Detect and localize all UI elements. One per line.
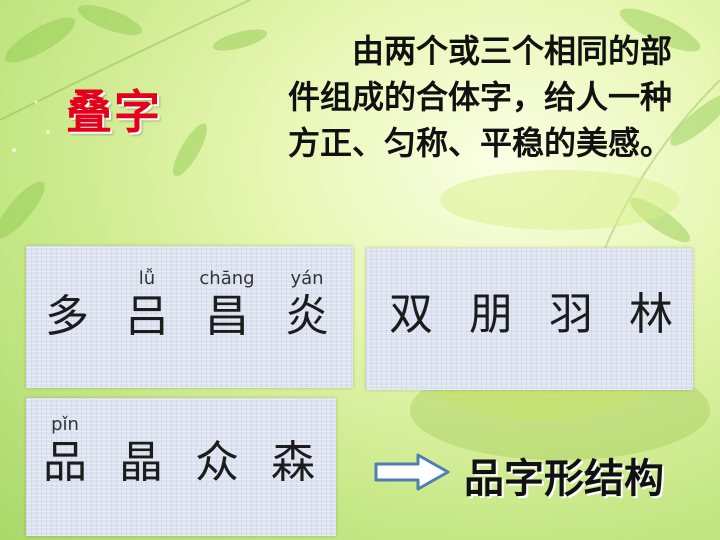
hanzi: 吕 — [125, 291, 169, 342]
hanzi: 众 — [195, 437, 239, 488]
structure-label: 品字形结构 — [464, 456, 664, 502]
hanzi: 品 — [43, 437, 87, 488]
char-cell: chāng 昌 — [192, 268, 262, 344]
hanzi: 昌 — [205, 291, 249, 342]
hanzi: 朋 — [469, 289, 513, 340]
character-panel-a: 多 lǚ 吕 chāng 昌 yán 炎 — [26, 246, 353, 388]
hanzi: 羽 — [549, 289, 593, 340]
character-panel-b: 双 朋 羽 林 — [366, 248, 693, 390]
pinyin — [106, 414, 176, 436]
char-cell: yán 炎 — [272, 268, 342, 344]
pinyin — [32, 268, 102, 290]
right-arrow-icon — [374, 453, 450, 491]
hanzi: 炎 — [285, 291, 329, 342]
char-cell: 羽 — [536, 288, 606, 342]
slide-title: 叠字 — [66, 85, 162, 139]
hanzi: 林 — [629, 289, 673, 340]
pinyin: pǐn — [51, 414, 79, 435]
hanzi: 晶 — [119, 437, 163, 488]
slide-description: 由两个或三个相同的部件组成的合体字，给人一种方正、匀称、平稳的美感。 — [288, 32, 673, 162]
char-cell: 晶 — [106, 414, 176, 490]
pinyin: chāng — [199, 268, 255, 289]
char-cell: 林 — [616, 288, 686, 342]
char-cell: 众 — [182, 414, 252, 490]
char-cell: 森 — [258, 414, 328, 490]
pinyin: lǚ — [138, 268, 156, 289]
char-cell: 朋 — [456, 288, 526, 342]
pinyin — [258, 414, 328, 436]
char-cell: 双 — [376, 288, 446, 342]
pinyin — [182, 414, 252, 436]
char-cell: lǚ 吕 — [112, 268, 182, 344]
character-panel-c: pǐn 品 晶 众 森 — [26, 398, 336, 536]
hanzi: 双 — [389, 289, 433, 340]
char-cell: 多 — [32, 268, 102, 344]
hanzi: 多 — [45, 291, 89, 342]
pinyin: yán — [290, 268, 324, 289]
char-cell: pǐn 品 — [30, 414, 100, 490]
hanzi: 森 — [271, 437, 315, 488]
